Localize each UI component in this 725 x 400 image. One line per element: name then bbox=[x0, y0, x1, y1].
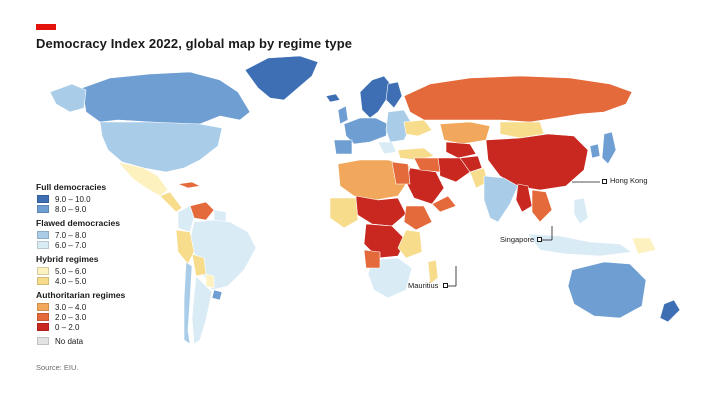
legend-swatch bbox=[37, 267, 49, 275]
saudi-arabia bbox=[405, 167, 445, 205]
north-africa bbox=[337, 159, 411, 201]
legend-item: 7.0 – 8.0 bbox=[37, 230, 166, 240]
legend-label: 2.0 – 3.0 bbox=[55, 312, 87, 322]
balkans bbox=[377, 141, 397, 155]
papua bbox=[631, 237, 657, 255]
iraq-syria bbox=[413, 157, 441, 173]
legend-label: 8.0 – 9.0 bbox=[55, 204, 87, 214]
legend: Full democracies 9.0 – 10.0 8.0 – 9.0 Fl… bbox=[36, 182, 166, 346]
east-africa bbox=[397, 229, 423, 259]
western-europe bbox=[343, 117, 389, 145]
iran bbox=[437, 157, 471, 183]
brand-bar bbox=[36, 24, 56, 30]
central-asia bbox=[445, 141, 477, 159]
legend-item: 9.0 – 10.0 bbox=[37, 194, 166, 204]
alaska bbox=[49, 83, 87, 113]
ukraine bbox=[403, 119, 433, 137]
legend-label: 4.0 – 5.0 bbox=[55, 276, 87, 286]
australia bbox=[567, 261, 647, 319]
argentina bbox=[191, 275, 213, 345]
legend-swatch bbox=[37, 195, 49, 203]
yemen-oman bbox=[431, 195, 457, 213]
central-africa bbox=[363, 223, 407, 259]
singapore-marker bbox=[537, 237, 542, 242]
new-zealand bbox=[659, 299, 681, 323]
legend-label: 5.0 – 6.0 bbox=[55, 266, 87, 276]
uruguay bbox=[211, 289, 223, 301]
china bbox=[485, 133, 589, 191]
india bbox=[483, 175, 519, 223]
legend-item: 0 – 2.0 bbox=[37, 322, 166, 332]
mauritius-label: Mauritius bbox=[408, 281, 439, 290]
myanmar bbox=[515, 183, 533, 213]
egypt bbox=[391, 161, 411, 185]
legend-item: 8.0 – 9.0 bbox=[37, 204, 166, 214]
angola bbox=[363, 249, 381, 269]
philippines bbox=[573, 197, 589, 225]
canada bbox=[81, 71, 251, 125]
legend-swatch bbox=[37, 313, 49, 321]
cuba bbox=[177, 181, 201, 189]
legend-item: 5.0 – 6.0 bbox=[37, 266, 166, 276]
iberia bbox=[333, 139, 353, 155]
afghanistan bbox=[459, 155, 483, 173]
legend-swatch bbox=[37, 277, 49, 285]
legend-item-no-data: No data bbox=[37, 336, 166, 346]
central-america bbox=[159, 191, 183, 213]
peru bbox=[175, 229, 195, 265]
west-africa bbox=[329, 197, 359, 229]
sahel bbox=[355, 195, 407, 227]
legend-label: 0 – 2.0 bbox=[55, 322, 80, 332]
legend-group-flawed-democracies: Flawed democracies 7.0 – 8.0 6.0 – 7.0 bbox=[36, 218, 166, 250]
indonesia bbox=[527, 233, 633, 257]
legend-group-authoritarian-regimes: Authoritarian regimes 3.0 – 4.0 2.0 – 3.… bbox=[36, 290, 166, 332]
legend-item: 2.0 – 3.0 bbox=[37, 312, 166, 322]
legend-swatch bbox=[37, 231, 49, 239]
source-note: Source: EIU. bbox=[36, 363, 79, 372]
mexico bbox=[117, 161, 169, 197]
uk bbox=[337, 105, 349, 125]
thailand-vietnam bbox=[531, 189, 553, 223]
hong-kong-marker bbox=[602, 179, 607, 184]
colombia bbox=[177, 205, 195, 233]
legend-item: 6.0 – 7.0 bbox=[37, 240, 166, 250]
singapore-label: Singapore bbox=[500, 235, 535, 244]
ethiopia bbox=[403, 205, 433, 231]
japan bbox=[601, 131, 617, 165]
legend-item: 4.0 – 5.0 bbox=[37, 276, 166, 286]
eastern-europe bbox=[385, 109, 413, 143]
paraguay bbox=[205, 273, 215, 289]
legend-swatch bbox=[37, 337, 49, 345]
iceland bbox=[325, 93, 341, 103]
legend-swatch bbox=[37, 323, 49, 331]
mauritius-marker bbox=[443, 283, 448, 288]
legend-label: 9.0 – 10.0 bbox=[55, 194, 91, 204]
legend-heading: Flawed democracies bbox=[36, 218, 121, 228]
legend-swatch bbox=[37, 303, 49, 311]
legend-label: 7.0 – 8.0 bbox=[55, 230, 87, 240]
hong-kong-label: Hong Kong bbox=[610, 176, 648, 185]
legend-group-full-democracies: Full democracies 9.0 – 10.0 8.0 – 9.0 bbox=[36, 182, 166, 214]
legend-heading: Hybrid regimes bbox=[36, 254, 99, 264]
south-korea bbox=[589, 143, 601, 159]
madagascar bbox=[427, 259, 439, 285]
greenland bbox=[244, 55, 319, 101]
legend-label: 3.0 – 4.0 bbox=[55, 302, 87, 312]
legend-swatch bbox=[37, 241, 49, 249]
legend-label: No data bbox=[55, 336, 84, 346]
legend-item: 3.0 – 4.0 bbox=[37, 302, 166, 312]
finland bbox=[385, 81, 403, 109]
usa bbox=[99, 121, 223, 173]
legend-group-hybrid-regimes: Hybrid regimes 5.0 – 6.0 4.0 – 5.0 bbox=[36, 254, 166, 286]
legend-heading: Full democracies bbox=[36, 182, 107, 192]
legend-swatch bbox=[37, 205, 49, 213]
kazakhstan bbox=[439, 121, 491, 145]
legend-heading: Authoritarian regimes bbox=[36, 290, 126, 300]
legend-label: 6.0 – 7.0 bbox=[55, 240, 87, 250]
russia bbox=[403, 75, 633, 123]
map-title: Democracy Index 2022, global map by regi… bbox=[36, 36, 353, 51]
chile bbox=[183, 261, 193, 345]
